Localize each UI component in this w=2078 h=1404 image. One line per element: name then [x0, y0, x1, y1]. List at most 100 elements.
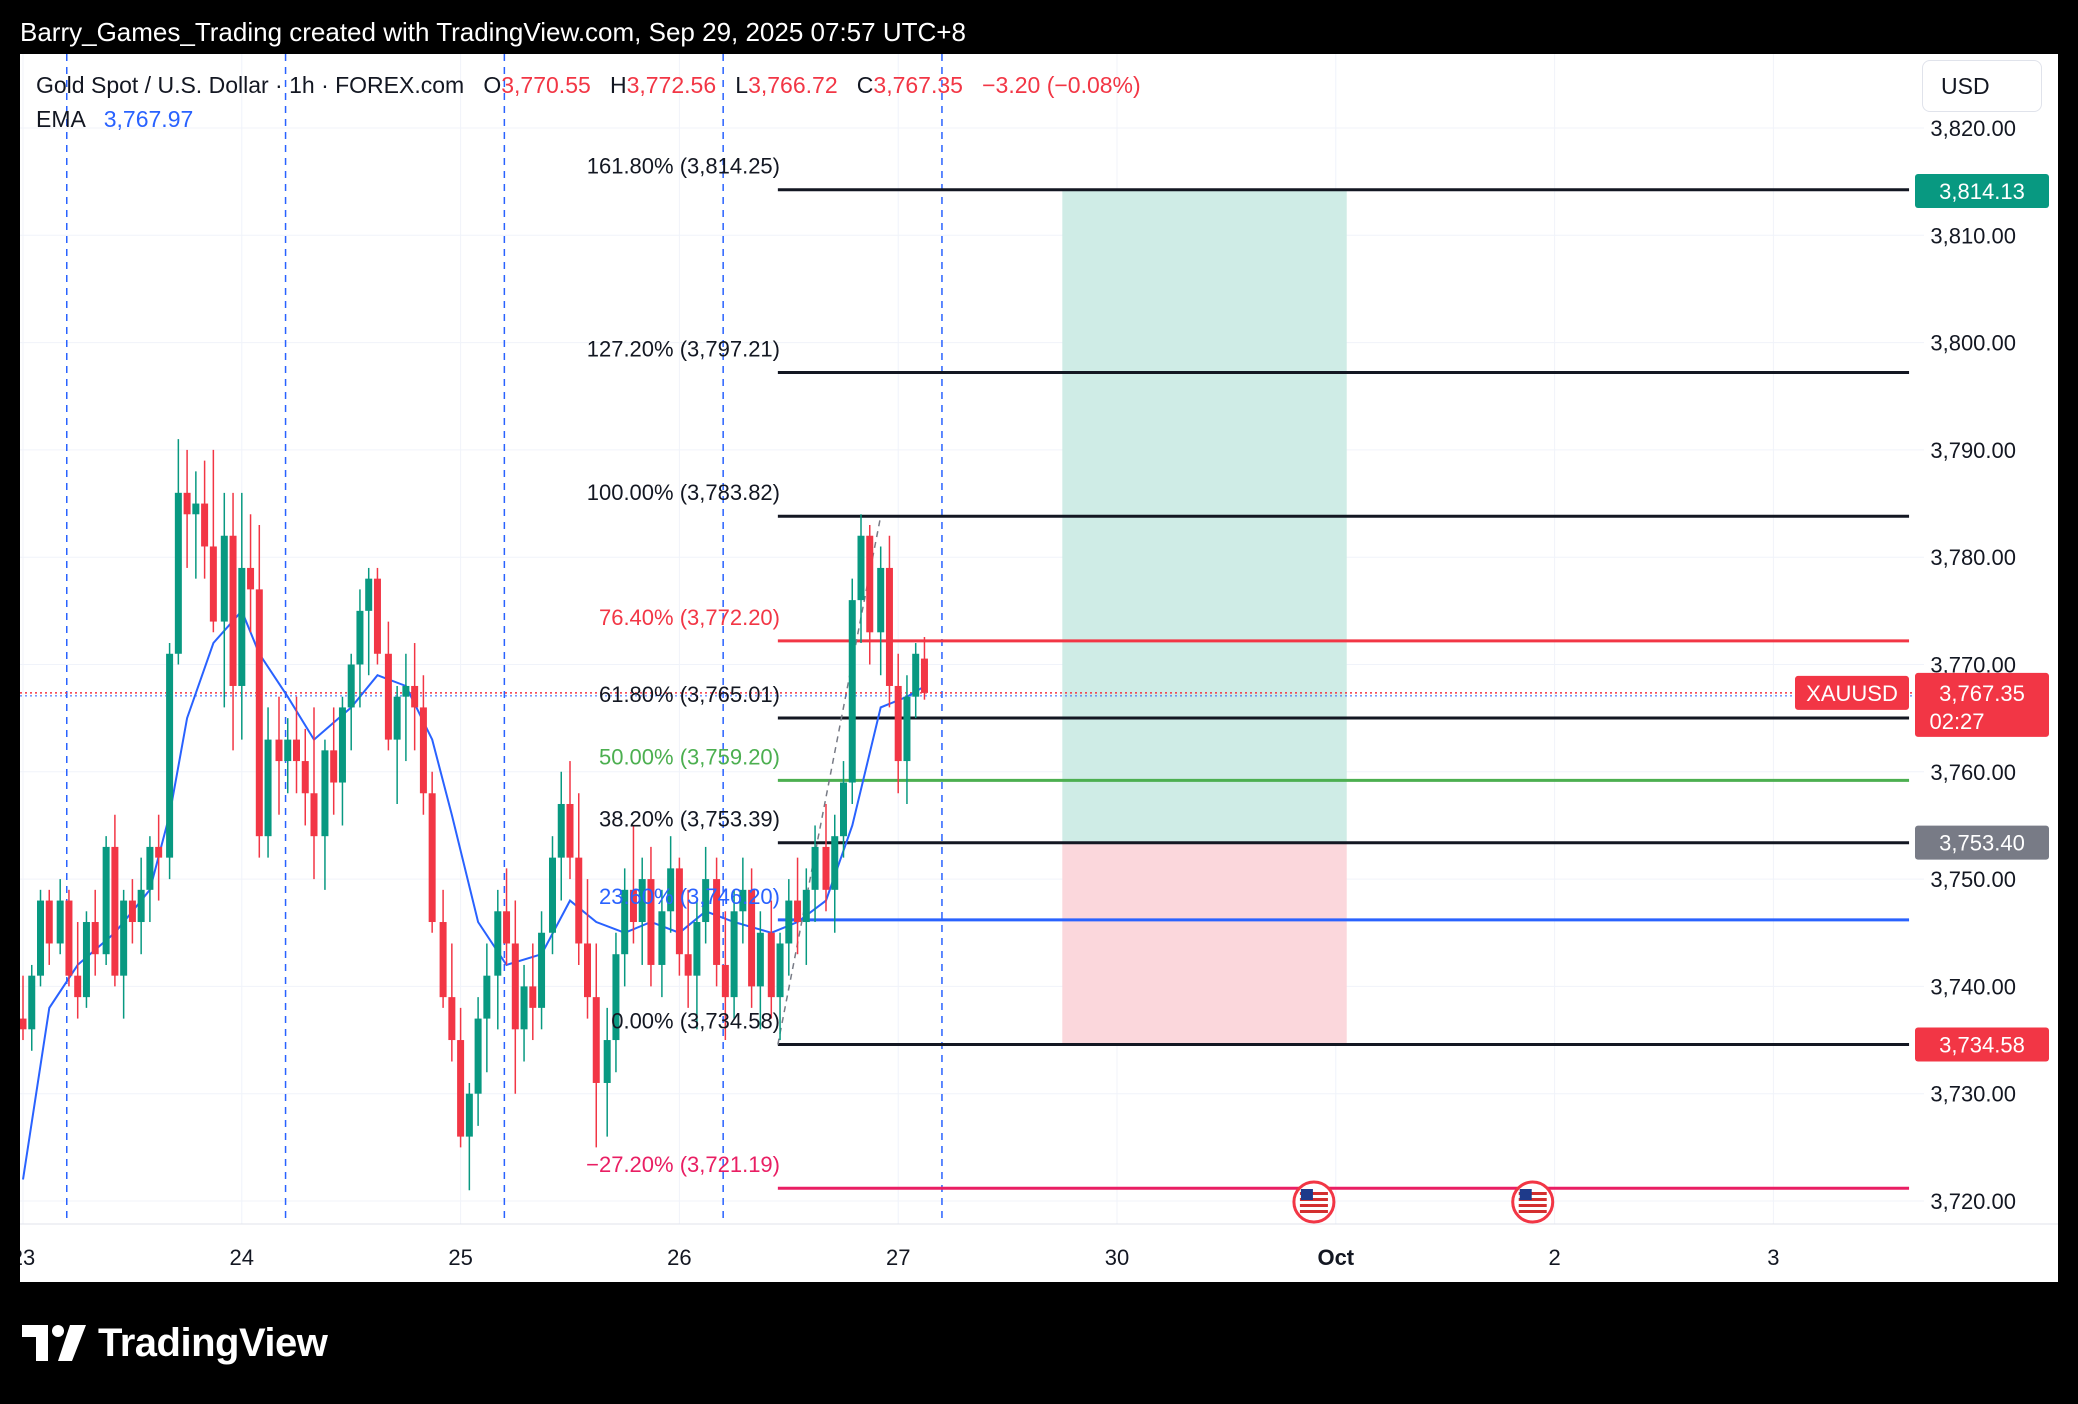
candle-body: [575, 857, 583, 944]
candle-body: [520, 986, 528, 1030]
candle-body: [894, 685, 902, 762]
candle: [621, 868, 629, 987]
tradingview-logo[interactable]: TradingView: [22, 1318, 328, 1368]
candle-body: [384, 653, 392, 740]
candle-body: [255, 589, 263, 837]
low-label: L: [735, 72, 749, 98]
candle-body: [238, 567, 246, 686]
candle: [647, 846, 655, 987]
candle-body: [840, 782, 847, 837]
flag-stripe: [1518, 1192, 1547, 1195]
flag-stripe: [1299, 1198, 1328, 1201]
candle: [37, 889, 45, 987]
candle: [848, 578, 856, 804]
change-value: −3.20 (−0.08%): [982, 72, 1141, 98]
candle-body: [603, 1040, 611, 1083]
candle-body: [785, 900, 793, 944]
candle: [566, 761, 574, 880]
candle: [321, 739, 329, 890]
candle-body: [448, 997, 456, 1041]
candle-body: [702, 879, 710, 923]
candle: [885, 535, 893, 708]
candle: [794, 857, 802, 955]
candle: [457, 1007, 465, 1148]
candle-body: [111, 846, 119, 976]
open-value: 3,770.55: [501, 72, 591, 98]
candle: [111, 814, 119, 987]
candle-body: [74, 975, 82, 998]
candle: [494, 889, 502, 1030]
candle-body: [848, 600, 856, 783]
flag-stripe: [1299, 1192, 1328, 1195]
candle: [693, 900, 701, 1030]
candle: [20, 975, 27, 1041]
fib-level-label: 0.00% (3,734.58): [611, 1009, 780, 1034]
candle: [465, 1082, 473, 1191]
chart-attribution: Barry_Games_Trading created with Trading…: [20, 17, 966, 47]
price-chart[interactable]: 161.80% (3,814.25) 127.20% (3,797.21) 100.…: [20, 54, 2058, 1282]
candle-body: [721, 964, 729, 998]
fib-trend-line: [777, 516, 882, 1045]
ema-line: [22, 609, 926, 1180]
candle-body: [411, 685, 419, 708]
last-price-value: 3,767.35: [1939, 681, 2025, 706]
us-flag-icon[interactable]: [1292, 1180, 1336, 1224]
candle: [192, 471, 200, 579]
candle: [419, 675, 427, 815]
candle: [137, 857, 145, 955]
candle: [411, 643, 419, 751]
candle-body: [91, 922, 99, 955]
high-label: H: [609, 72, 627, 98]
chart-panel[interactable]: 161.80% (3,814.25) 127.20% (3,797.21) 100.…: [20, 54, 2058, 1282]
candle-body: [684, 954, 692, 976]
ema-label[interactable]: EMA: [36, 106, 85, 132]
candle-body: [192, 503, 200, 515]
symbol-tag: XAUUSD: [1806, 681, 1898, 706]
price-tick-label: 3,800.00: [1930, 331, 2016, 356]
flag-stripe: [1299, 1210, 1328, 1213]
candle-body: [794, 900, 802, 923]
fib-level-label: 161.80% (3,814.25): [587, 154, 780, 179]
candle-body: [483, 975, 491, 1019]
candle-body: [37, 900, 45, 976]
candle: [811, 825, 819, 923]
symbol-title[interactable]: Gold Spot / U.S. Dollar · 1h · FOREX.com: [36, 72, 465, 98]
price-tick-label: 3,780.00: [1930, 545, 2016, 570]
candle-body: [529, 986, 537, 1008]
candle: [155, 814, 163, 901]
candle-body: [629, 889, 637, 923]
price-tick-label: 3,790.00: [1930, 438, 2016, 463]
candle: [373, 567, 381, 665]
candle-body: [592, 997, 600, 1083]
candle-body: [220, 535, 228, 622]
candle-body: [503, 911, 511, 944]
time-axis-bg: [20, 1224, 2058, 1282]
us-flag-icon[interactable]: [1511, 1180, 1555, 1224]
tradingview-logo-icon: [22, 1325, 86, 1361]
price-label-text: 3,814.13: [1939, 179, 2025, 204]
candle-body: [56, 900, 64, 944]
candle: [264, 707, 272, 858]
candle: [209, 449, 217, 633]
candle-body: [667, 868, 675, 912]
candle: [402, 653, 410, 762]
candle: [776, 932, 784, 1041]
candle: [866, 525, 874, 665]
candle-body: [802, 889, 810, 923]
candle-body: [457, 1040, 465, 1137]
fibonacci-levels: [20, 188, 1924, 1190]
fibonacci-labels: 161.80% (3,814.25) 127.20% (3,797.21) 100.…: [586, 154, 780, 1178]
candle: [767, 900, 775, 1019]
candle: [675, 857, 683, 976]
currency-button[interactable]: USD: [1922, 60, 2042, 112]
candle-body: [45, 900, 53, 944]
candle-body: [82, 922, 90, 998]
ema-value: 3,767.97: [103, 106, 194, 132]
candle: [903, 675, 911, 804]
candle-body: [146, 846, 154, 890]
fib-level-label: 127.20% (3,797.21): [587, 337, 780, 362]
candle: [503, 868, 511, 965]
candle-body: [310, 793, 318, 837]
candle-body: [65, 900, 73, 976]
candle-body: [321, 750, 329, 837]
